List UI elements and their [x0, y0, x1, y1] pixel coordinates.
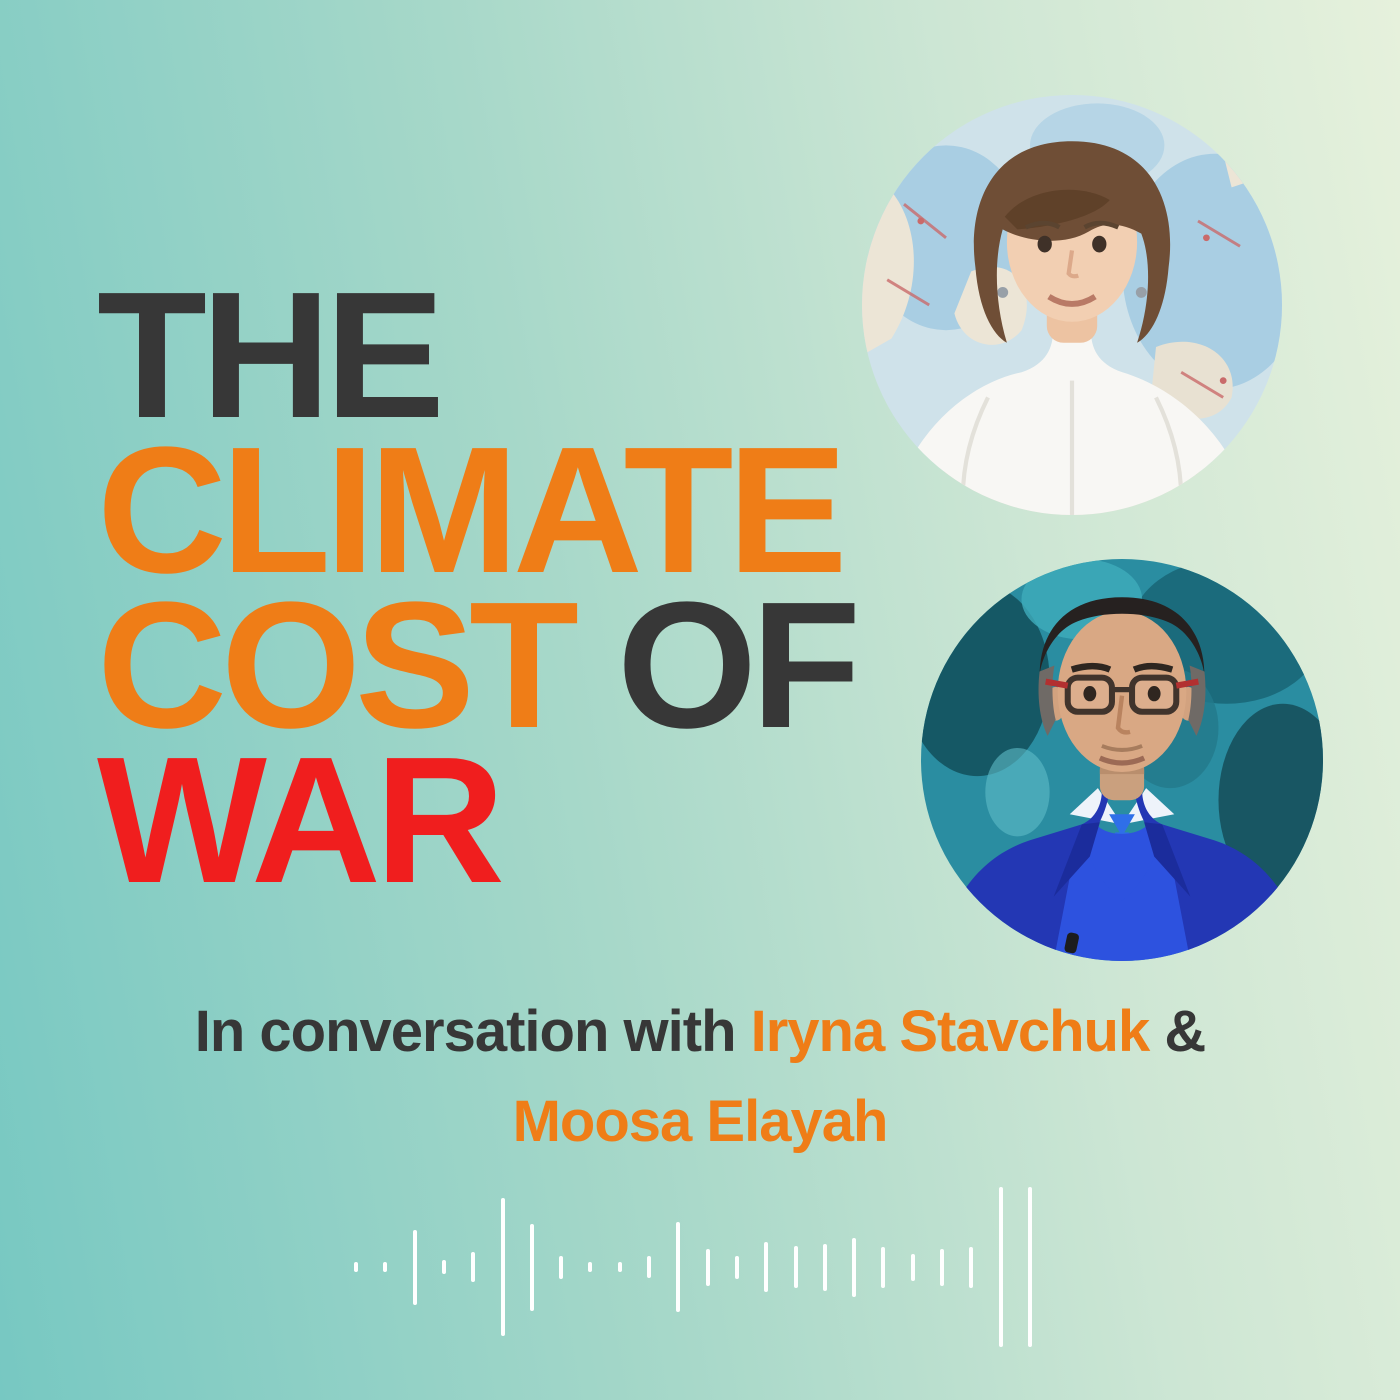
iryna-portrait-image	[862, 95, 1282, 515]
iryna-figure	[895, 141, 1249, 515]
waveform-bar	[354, 1262, 358, 1272]
subtitle-line-2: Moosa Elayah	[0, 1077, 1400, 1167]
guest-name-moosa: Moosa Elayah	[512, 1089, 889, 1154]
guest-photo-iryna	[862, 95, 1282, 515]
title-word-of: OF	[573, 565, 861, 766]
waveform-bar	[940, 1248, 944, 1286]
waveform-bar	[852, 1237, 857, 1297]
title-line-cost-of: COST OF	[97, 576, 861, 756]
waveform-bar	[500, 1198, 505, 1336]
waveform-bar	[676, 1222, 681, 1312]
moosa-figure	[937, 597, 1307, 961]
waveform-bar	[734, 1255, 739, 1279]
waveform-bar	[793, 1246, 798, 1288]
title-line-the: THE	[97, 255, 445, 456]
subtitle-line-1: In conversation with Iryna Stavchuk &	[0, 987, 1400, 1077]
title-word-cost: COST	[97, 565, 579, 766]
title-line-climate: CLIMATE	[97, 410, 848, 611]
waveform-bar	[647, 1256, 651, 1278]
moosa-portrait-image	[921, 559, 1323, 961]
waveform-bar	[471, 1252, 476, 1282]
waveform-bar	[910, 1253, 915, 1281]
waveform-bar	[529, 1223, 534, 1311]
waveform-bar	[705, 1248, 710, 1286]
waveform-bar	[764, 1242, 769, 1292]
waveform-bar	[383, 1262, 388, 1272]
title-line-war: WAR	[97, 720, 505, 921]
waveform-bar	[559, 1255, 564, 1279]
guest-photo-moosa	[921, 559, 1323, 961]
subtitle-prefix: In conversation with	[194, 999, 751, 1064]
waveform-bar	[998, 1187, 1003, 1347]
waveform-bar	[969, 1246, 974, 1288]
subtitle: In conversation with Iryna Stavchuk & Mo…	[0, 987, 1400, 1167]
subtitle-ampersand: &	[1149, 999, 1206, 1064]
waveform-bar	[881, 1246, 886, 1288]
waveform-bar	[412, 1229, 417, 1305]
audio-waveform-graphic	[354, 1187, 1034, 1347]
waveform-bar	[822, 1243, 827, 1291]
waveform-bar	[588, 1262, 593, 1272]
waveform-bar	[441, 1260, 446, 1274]
waveform-bar	[1027, 1187, 1032, 1347]
waveform-bar	[617, 1262, 622, 1272]
guest-name-iryna: Iryna Stavchuk	[750, 999, 1151, 1064]
